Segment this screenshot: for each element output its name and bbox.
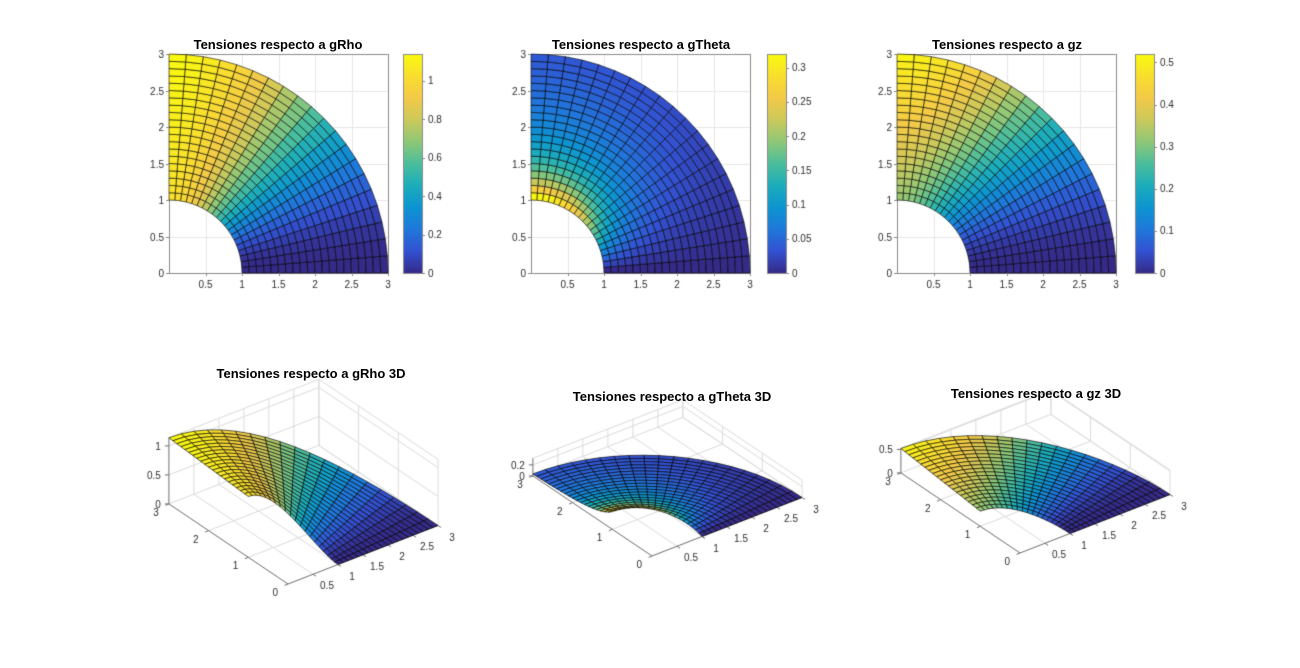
chart-title-gtheta-2d: Tensiones respecto a gTheta [551,37,731,52]
chart-title-gtheta-3d: Tensiones respecto a gTheta 3D [572,389,772,404]
chart-title-grho-2d: Tensiones respecto a gRho [193,37,363,52]
chart-title-gz-3d: Tensiones respecto a gz 3D [950,386,1122,401]
chart-title-gz-2d: Tensiones respecto a gz [931,37,1083,52]
chart-title-grho-3d: Tensiones respecto a gRho 3D [216,366,406,381]
